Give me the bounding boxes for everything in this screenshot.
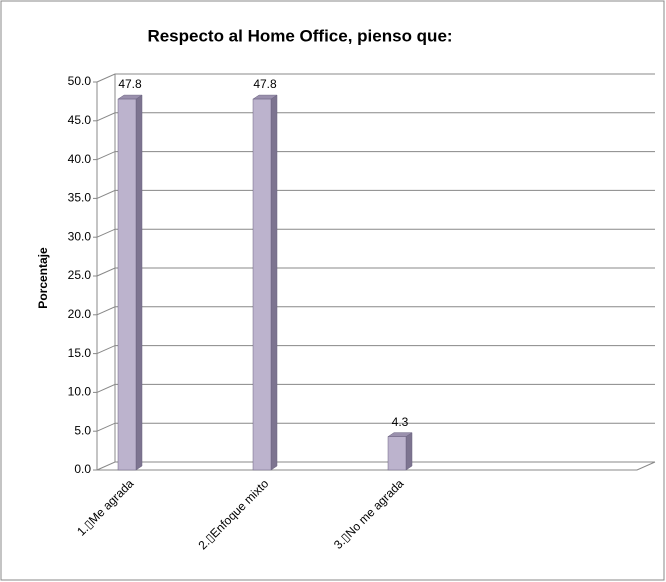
- grid-line: [96, 461, 655, 471]
- grid-line: [96, 267, 655, 277]
- bar-front: [252, 98, 272, 471]
- y-tick-label: 25.0: [68, 268, 92, 282]
- bar-side: [405, 432, 413, 471]
- bar-front: [387, 436, 407, 471]
- y-tick-label: 15.0: [68, 346, 92, 360]
- bar: [252, 94, 278, 471]
- grid-line: [96, 345, 655, 355]
- value-label: 4.3: [392, 415, 409, 429]
- value-label: 47.8: [253, 77, 277, 91]
- floor: [97, 461, 656, 471]
- grid-line: [96, 112, 655, 122]
- bar-front: [117, 98, 137, 471]
- y-tick-label: 30.0: [68, 229, 92, 243]
- grid-line: [96, 422, 655, 432]
- y-tick-label: 50.0: [68, 74, 92, 88]
- grid-line: [96, 228, 655, 238]
- grid-line: [96, 151, 655, 161]
- y-tick-label: 0.0: [74, 462, 91, 476]
- grid-line: [96, 189, 655, 199]
- grid-line: [96, 383, 655, 393]
- bar: [387, 432, 413, 471]
- y-axis-title: Porcentaje: [36, 247, 50, 309]
- bar-side: [270, 94, 278, 471]
- chart-title: Respecto al Home Office, pienso que:: [147, 26, 452, 45]
- y-tick-label: 40.0: [68, 152, 92, 166]
- grid-line: [96, 73, 655, 83]
- y-tick-label: 5.0: [74, 423, 91, 437]
- grid-line: [96, 306, 655, 316]
- bar: [117, 94, 143, 471]
- bar-side: [135, 94, 143, 471]
- y-tick-label: 20.0: [68, 307, 92, 321]
- y-tick-label: 10.0: [68, 385, 92, 399]
- y-tick-label: 35.0: [68, 191, 92, 205]
- value-label: 47.8: [118, 77, 142, 91]
- y-tick-label: 45.0: [68, 113, 92, 127]
